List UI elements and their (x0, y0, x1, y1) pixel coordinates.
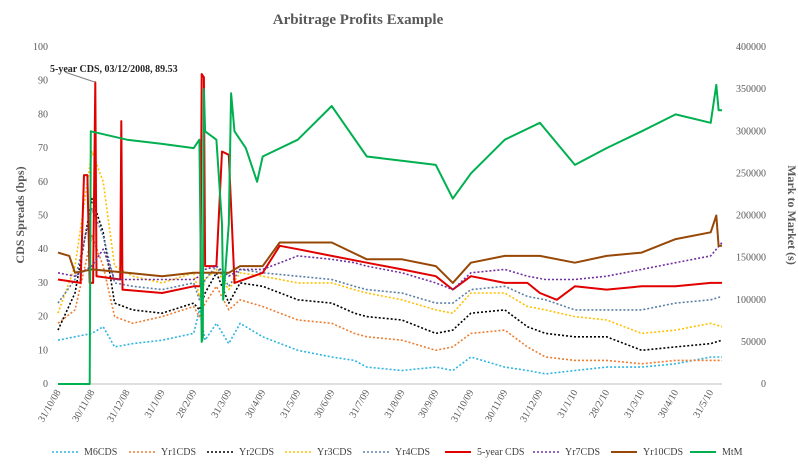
annotation-label: 5-year CDS, 03/12/2008, 89.53 (50, 64, 178, 75)
y2-tick-label: 150000 (736, 253, 766, 264)
series-line-mtm (58, 83, 722, 385)
y-tick-label: 40 (38, 244, 48, 255)
legend-label: Yr2CDS (239, 447, 274, 458)
legend-label: Yr4CDS (395, 447, 430, 458)
y2-axis-title: Mark to Market (s) (785, 165, 798, 265)
plot-series (57, 73, 723, 385)
y-tick-label: 80 (38, 109, 48, 120)
y-tick-label: 60 (38, 177, 48, 188)
series-line-5-year-cds (57, 73, 722, 301)
series-line-yr4cds (57, 208, 723, 311)
y-tick-label: 90 (38, 76, 48, 87)
y-axis-title: CDS Spreads (bps) (13, 166, 27, 263)
annotation-leader-line (65, 71, 96, 83)
y2-tick-label: 50000 (741, 337, 766, 348)
y2-tick-label: 300000 (736, 126, 766, 137)
legend-label: 5-year CDS (477, 447, 525, 458)
y2-tick-label: 0 (761, 379, 766, 390)
y-tick-label: 20 (38, 312, 48, 323)
legend: M6CDS Yr1CDS Yr2CDS Yr3CDS Yr4CDS 5-year CDS Y… (52, 447, 743, 458)
legend-label: MtM (722, 447, 743, 458)
series-line-yr3cds (57, 150, 723, 335)
legend-label: Yr7CDS (565, 447, 600, 458)
y-tick-label: 100 (33, 42, 48, 53)
y2-tick-label: 100000 (736, 295, 766, 306)
legend-label: Yr10CDS (643, 447, 683, 458)
series-line-m6cds (57, 309, 722, 375)
y2-tick-label: 200000 (736, 211, 766, 222)
y-tick-label: 10 (38, 345, 48, 356)
legend-label: M6CDS (84, 447, 117, 458)
y2-tick-label: 350000 (736, 84, 766, 95)
legend-label: Yr1CDS (161, 447, 196, 458)
y-tick-label: 50 (38, 211, 48, 222)
series-line-yr2cds (57, 197, 723, 352)
y2-tick-label: 400000 (736, 42, 766, 53)
chart-title: Arbitrage Profits Example (273, 12, 444, 28)
series-line-yr1cds (57, 234, 722, 365)
y-tick-label: 0 (43, 379, 48, 390)
annotation-group: 5-year CDS, 03/12/2008, 89.53 (50, 64, 178, 83)
series-line-yr10cds (57, 214, 722, 284)
y-tick-label: 70 (38, 143, 48, 154)
legend-label: Yr3CDS (317, 447, 352, 458)
y2-tick-label: 250000 (736, 168, 766, 179)
y-tick-label: 30 (38, 278, 48, 289)
